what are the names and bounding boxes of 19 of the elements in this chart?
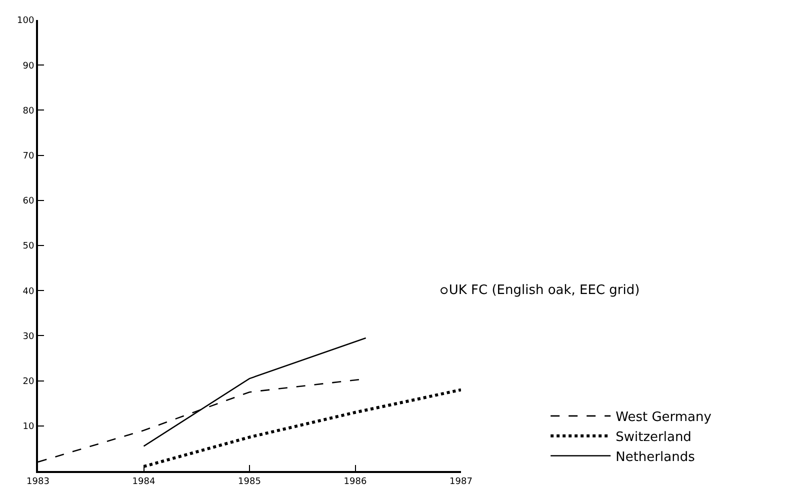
y-tick-label: 80 bbox=[22, 106, 34, 116]
legend-label: Switzerland bbox=[616, 430, 692, 445]
y-tick-label: 40 bbox=[22, 286, 34, 297]
x-tick-label: 1985 bbox=[238, 476, 261, 487]
y-tick-label: 20 bbox=[22, 376, 34, 387]
legend-label: Netherlands bbox=[616, 450, 696, 465]
y-tick-label: 30 bbox=[22, 332, 34, 342]
series-label: UK FC (English oak, EEC grid) bbox=[448, 282, 640, 298]
y-tick-label: 10 bbox=[22, 422, 34, 432]
y-tick-label: 50 bbox=[22, 242, 34, 252]
x-tick-label: 1984 bbox=[132, 476, 156, 487]
y-tick-label: 90 bbox=[22, 61, 34, 72]
legend-label: West Germany bbox=[616, 410, 712, 426]
y-tick-label: 70 bbox=[22, 151, 34, 162]
x-tick-label: 1987 bbox=[450, 476, 472, 487]
y-tick-label: 100 bbox=[17, 16, 34, 26]
x-tick-label: 1986 bbox=[344, 476, 367, 487]
y-tick-label: 60 bbox=[22, 196, 34, 207]
x-tick-label: 1983 bbox=[26, 476, 50, 487]
